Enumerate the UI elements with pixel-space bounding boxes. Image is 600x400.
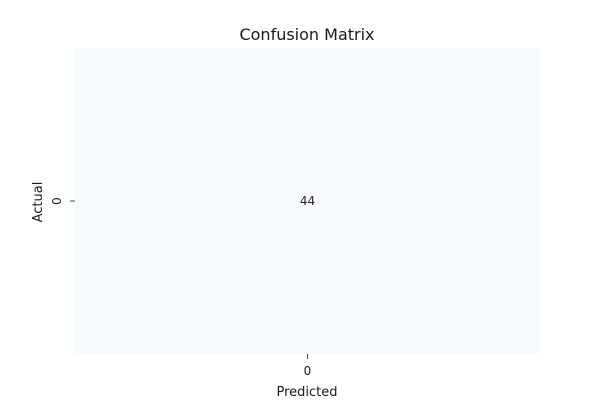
x-tick-label: 0 bbox=[304, 364, 312, 378]
chart-title: Confusion Matrix bbox=[239, 25, 374, 44]
x-axis-ticks: 0 bbox=[304, 354, 312, 378]
x-axis-label: Predicted bbox=[276, 385, 337, 400]
heatmap-cell bbox=[75, 48, 540, 354]
heatmap-cells bbox=[75, 48, 540, 354]
y-tick-label: 0 bbox=[50, 197, 64, 205]
cell-value-label: 44 bbox=[300, 194, 315, 208]
y-axis-label: Actual bbox=[31, 182, 46, 223]
y-axis-ticks: 0 bbox=[50, 197, 75, 205]
cell-labels: 44 bbox=[300, 194, 315, 208]
